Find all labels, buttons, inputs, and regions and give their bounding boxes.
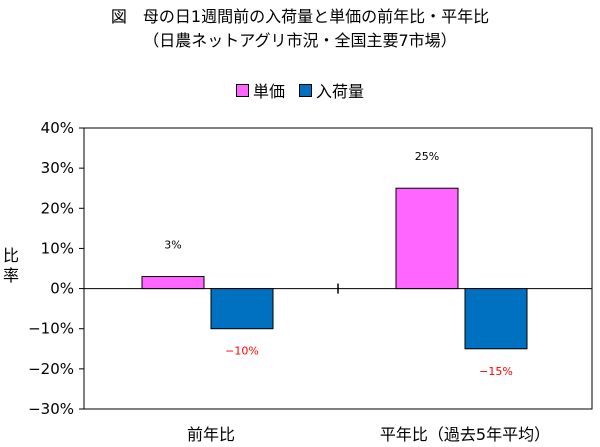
legend-item-unit-price: 単価: [235, 78, 285, 102]
bar-arrival-volume: [210, 288, 274, 330]
chart-subtitle: （日農ネットアグリ市況・全国主要7市場）: [143, 31, 457, 50]
y-tick-label: −10%: [28, 320, 74, 338]
chart-title: 図 母の日1週間前の入荷量と単価の前年比・平年比: [110, 7, 490, 26]
y-tick-label: 20%: [41, 199, 74, 217]
y-tick-label: −30%: [28, 400, 74, 418]
y-tick-label: 10%: [41, 239, 74, 257]
y-tick-label: 30%: [41, 159, 74, 177]
legend-swatch-unit-price: [235, 83, 249, 97]
legend: 単価 入荷量: [0, 78, 600, 102]
legend-label-unit-price: 単価: [252, 82, 285, 101]
x-category-label: 前年比: [187, 425, 235, 444]
y-axis-label-char: 比: [2, 246, 19, 265]
legend-item-arrival-volume: 入荷量: [299, 78, 364, 102]
data-label: −15%: [479, 365, 513, 378]
y-tick-label: −20%: [28, 360, 74, 378]
y-tick-label: 40%: [41, 119, 74, 137]
data-label: 3%: [164, 239, 181, 252]
x-category-label: 平年比（過去5年平均）: [380, 425, 550, 444]
bar-unit-price: [141, 276, 205, 290]
bar-unit-price: [395, 187, 459, 290]
data-label: −10%: [225, 345, 259, 358]
plot-area-frame: [83, 127, 593, 410]
legend-label-arrival-volume: 入荷量: [316, 82, 365, 101]
legend-swatch-arrival-volume: [299, 83, 312, 97]
y-tick-label: 0%: [50, 280, 74, 298]
y-axis-label: 比率: [2, 246, 20, 286]
data-label: 25%: [415, 150, 439, 163]
y-axis-label-char: 率: [2, 266, 19, 285]
bar-arrival-volume: [464, 288, 528, 350]
